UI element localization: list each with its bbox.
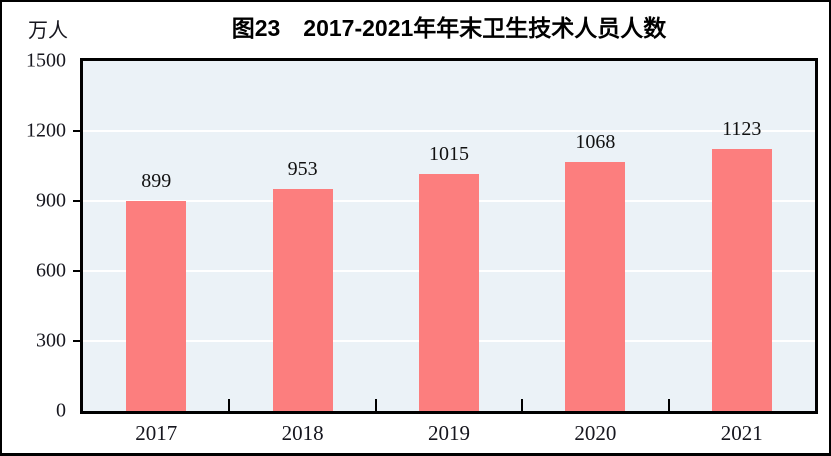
y-axis-tick-label: 900 bbox=[36, 189, 66, 212]
y-axis-tick bbox=[73, 130, 80, 132]
bar-value-label: 899 bbox=[141, 170, 172, 193]
x-axis-tick-label: 2020 bbox=[574, 421, 617, 445]
x-axis-tick bbox=[521, 399, 524, 411]
y-axis-tick-label: 600 bbox=[36, 259, 66, 282]
bar-value-label: 1015 bbox=[429, 143, 469, 166]
bar-value-label: 1068 bbox=[575, 130, 616, 153]
y-axis-tick bbox=[73, 200, 80, 202]
y-axis-tick bbox=[73, 340, 80, 342]
chart-title: 图23 2017-2021年年末卫生技术人员人数 bbox=[231, 15, 667, 41]
x-axis-tick-label: 2018 bbox=[281, 421, 324, 445]
y-axis-unit-label: 万人 bbox=[28, 20, 68, 42]
y-axis-tick-label: 1200 bbox=[26, 119, 66, 142]
x-axis-tick-label: 2017 bbox=[135, 421, 178, 445]
x-axis-tick-label: 2021 bbox=[720, 421, 763, 445]
y-axis-tick-label: 300 bbox=[36, 329, 66, 352]
bar-2021 bbox=[711, 148, 772, 411]
bar-2018 bbox=[272, 188, 333, 411]
x-axis-tick bbox=[374, 399, 377, 411]
y-axis-tick bbox=[73, 270, 80, 272]
plot-area: 899 953 1015 1068 1123 bbox=[80, 58, 818, 414]
x-axis-tick-label: 2019 bbox=[428, 421, 470, 445]
gridline bbox=[83, 130, 815, 132]
y-axis-tick-label: 1500 bbox=[26, 49, 66, 72]
x-axis-tick bbox=[667, 399, 670, 411]
bar-2019 bbox=[419, 174, 479, 411]
bar-2017 bbox=[126, 201, 187, 411]
x-axis-tick bbox=[228, 399, 231, 411]
bar-value-label: 953 bbox=[287, 157, 318, 180]
bar-value-label: 1123 bbox=[722, 117, 762, 140]
y-axis-tick-label: 0 bbox=[56, 399, 66, 422]
bar-2020 bbox=[565, 161, 626, 411]
